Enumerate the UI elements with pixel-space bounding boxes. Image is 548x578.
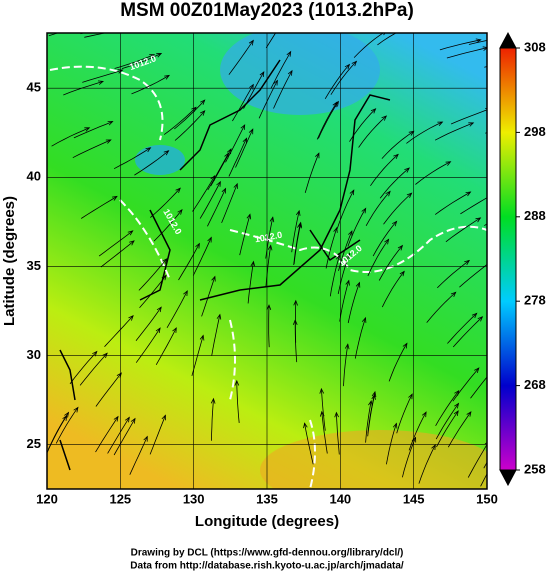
colorbar-extend-top (500, 33, 516, 48)
streamline-arrow (492, 365, 496, 370)
y-tick-label: 35 (27, 258, 41, 273)
cold-area (135, 145, 185, 175)
credit: Data from http://database.rish.kyoto-u.a… (130, 561, 404, 572)
x-tick-label: 135 (256, 491, 278, 506)
credit: Drawing by DCL (https://www.gfd-dennou.o… (131, 548, 404, 559)
y-axis-label: Latitude (degrees) (1, 196, 18, 326)
colorbar-tick-label: 308 (524, 39, 546, 54)
colorbar (500, 48, 516, 470)
streamline-arrow (85, 25, 90, 29)
x-tick-label: 150 (476, 491, 498, 506)
streamline-arrow (519, 54, 524, 58)
streamline-arrow (491, 192, 496, 196)
colorbar-tick-label: 278 (524, 293, 546, 308)
x-axis-label: Longitude (degrees) (195, 513, 339, 530)
y-tick-label: 40 (27, 169, 41, 184)
colorbar-extend-bottom (500, 470, 516, 485)
x-tick-label: 140 (329, 491, 351, 506)
warm-area (260, 430, 500, 510)
streamline-arrow (121, 28, 126, 32)
colorbar-tick-label: 268 (524, 377, 546, 392)
colorbar-tick-label: 288 (524, 208, 546, 223)
colorbar-tick-label: 298 (524, 124, 546, 139)
streamline-arrow (409, 25, 414, 29)
y-tick-label: 30 (27, 347, 41, 362)
y-tick-label: 25 (27, 436, 41, 451)
streamline-arrow (518, 116, 523, 120)
streamline-arrow (117, 24, 122, 28)
colorbar-tick-label: 258 (524, 461, 546, 476)
streamline-arrow (487, 261, 492, 265)
y-tick-label: 45 (27, 80, 41, 95)
x-tick-label: 145 (403, 491, 425, 506)
x-tick-label: 125 (109, 491, 131, 506)
x-tick-label: 120 (36, 491, 58, 506)
title: MSM 00Z01May2023 (1013.2hPa) (120, 0, 414, 21)
x-tick-label: 130 (183, 491, 205, 506)
